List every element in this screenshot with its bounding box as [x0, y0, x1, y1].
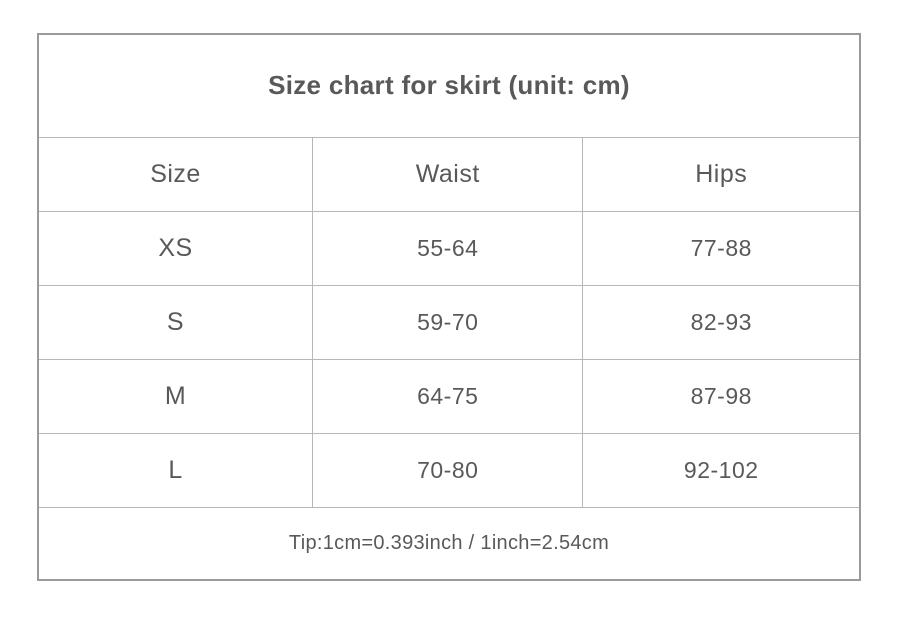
table-row-xs: XS 55-64 77-88 [37, 210, 861, 286]
waist-value-m: 64-75 [312, 358, 584, 434]
hips-value-xs: 77-88 [582, 210, 861, 286]
waist-value-l: 70-80 [312, 432, 584, 508]
size-label-l: L [37, 432, 314, 508]
waist-value-s: 59-70 [312, 284, 584, 360]
hips-value-m: 87-98 [582, 358, 861, 434]
table-title: Size chart for skirt (unit: cm) [37, 33, 861, 138]
column-header-hips: Hips [582, 136, 861, 212]
table-row-l: L 70-80 92-102 [37, 432, 861, 508]
column-header-size: Size [37, 136, 314, 212]
conversion-tip: Tip:1cm=0.393inch / 1inch=2.54cm [37, 506, 861, 581]
size-label-m: M [37, 358, 314, 434]
size-chart-table: Size chart for skirt (unit: cm) Size Wai… [37, 33, 861, 581]
table-row-m: M 64-75 87-98 [37, 358, 861, 434]
tip-row: Tip:1cm=0.393inch / 1inch=2.54cm [37, 506, 861, 581]
column-header-waist: Waist [312, 136, 584, 212]
waist-value-xs: 55-64 [312, 210, 584, 286]
hips-value-s: 82-93 [582, 284, 861, 360]
title-row: Size chart for skirt (unit: cm) [37, 33, 861, 138]
size-label-s: S [37, 284, 314, 360]
table-row-s: S 59-70 82-93 [37, 284, 861, 360]
header-row: Size Waist Hips [37, 136, 861, 212]
size-label-xs: XS [37, 210, 314, 286]
hips-value-l: 92-102 [582, 432, 861, 508]
